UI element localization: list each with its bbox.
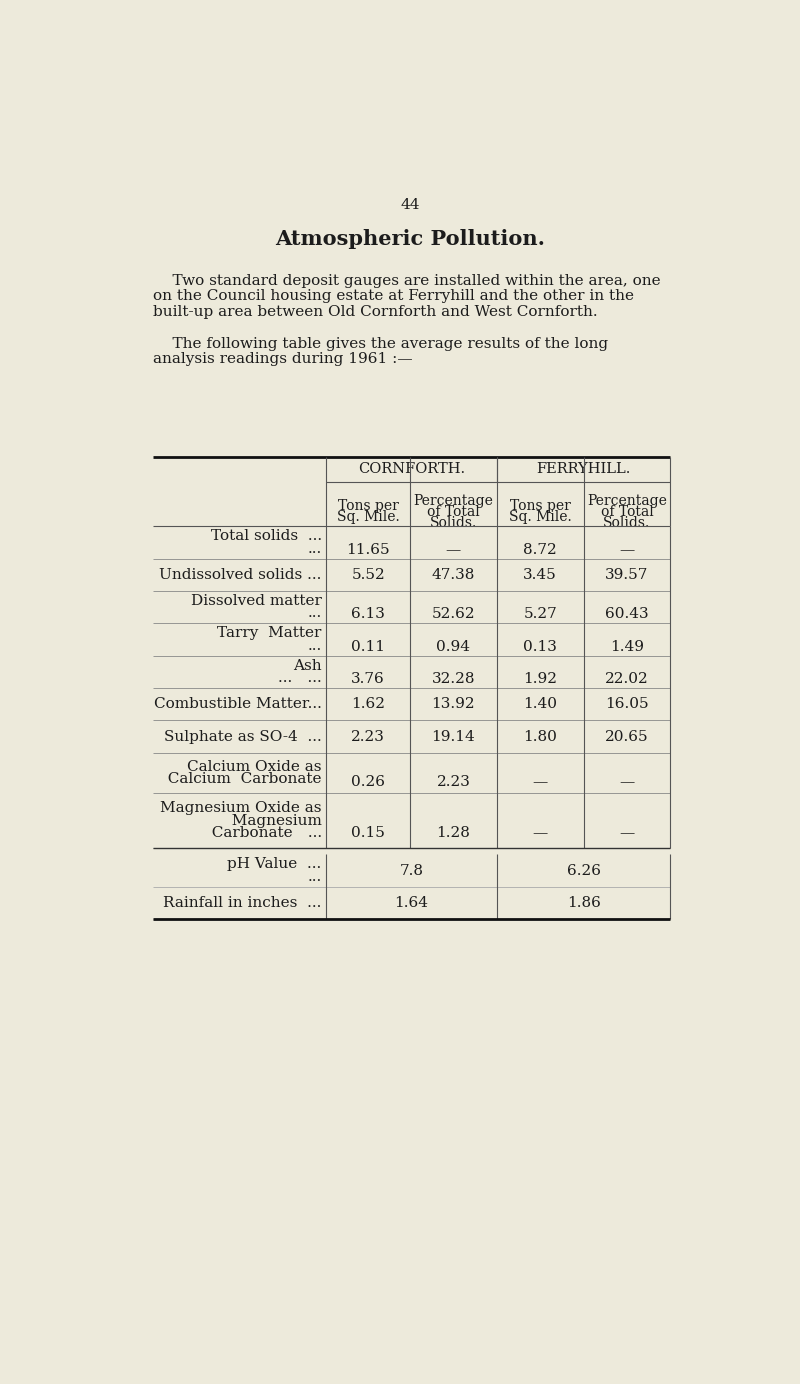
Text: Sq. Mile.: Sq. Mile.: [337, 511, 399, 525]
Text: pH Value  ...: pH Value ...: [227, 858, 322, 872]
Text: Solids.: Solids.: [603, 516, 650, 530]
Text: 13.92: 13.92: [431, 698, 475, 711]
Text: 1.80: 1.80: [523, 729, 557, 743]
Text: 0.94: 0.94: [437, 639, 470, 653]
Text: Carbonate ...: Carbonate ...: [202, 826, 322, 840]
Text: 1.86: 1.86: [566, 895, 601, 909]
Text: —: —: [619, 543, 634, 556]
Text: 60.43: 60.43: [605, 608, 649, 621]
Text: 1.40: 1.40: [523, 698, 558, 711]
Text: Calcium Oxide as: Calcium Oxide as: [187, 760, 322, 774]
Text: 19.14: 19.14: [431, 729, 475, 743]
Text: 1.62: 1.62: [351, 698, 385, 711]
Text: 1.92: 1.92: [523, 673, 558, 686]
Text: 3.45: 3.45: [523, 567, 557, 581]
Text: analysis readings during 1961 :—: analysis readings during 1961 :—: [153, 353, 412, 367]
Text: CORNFORTH.: CORNFORTH.: [358, 462, 465, 476]
Text: —: —: [446, 543, 461, 556]
Text: Combustible Matter...: Combustible Matter...: [154, 698, 322, 711]
Text: —: —: [619, 775, 634, 789]
Text: Tons per: Tons per: [338, 500, 398, 513]
Text: 32.28: 32.28: [432, 673, 475, 686]
Text: 22.02: 22.02: [605, 673, 649, 686]
Text: Total solids  ...: Total solids ...: [210, 530, 322, 544]
Text: of Total: of Total: [427, 505, 480, 519]
Text: Solids.: Solids.: [430, 516, 477, 530]
Text: 2.23: 2.23: [437, 775, 470, 789]
Text: of Total: of Total: [601, 505, 654, 519]
Text: ... ...: ... ...: [278, 671, 322, 685]
Text: 5.52: 5.52: [351, 567, 385, 581]
Text: 16.05: 16.05: [605, 698, 649, 711]
Text: 44: 44: [400, 198, 420, 212]
Text: 0.13: 0.13: [523, 639, 557, 653]
Text: built-up area between Old Cornforth and West Cornforth.: built-up area between Old Cornforth and …: [153, 304, 598, 318]
Text: The following table gives the average results of the long: The following table gives the average re…: [153, 338, 608, 352]
Text: 1.64: 1.64: [394, 895, 429, 909]
Text: Calcium  Carbonate: Calcium Carbonate: [158, 772, 322, 786]
Text: ...: ...: [307, 639, 322, 653]
Text: 6.13: 6.13: [351, 608, 385, 621]
Text: Ash: Ash: [293, 659, 322, 673]
Text: Dissolved matter: Dissolved matter: [190, 594, 322, 608]
Text: Undissolved solids ...: Undissolved solids ...: [159, 567, 322, 581]
Text: 0.26: 0.26: [351, 775, 385, 789]
Text: 0.11: 0.11: [351, 639, 385, 653]
Text: ...: ...: [307, 606, 322, 620]
Text: 5.27: 5.27: [523, 608, 557, 621]
Text: 6.26: 6.26: [566, 864, 601, 877]
Text: Sq. Mile.: Sq. Mile.: [509, 511, 571, 525]
Text: on the Council housing estate at Ferryhill and the other in the: on the Council housing estate at Ferryhi…: [153, 289, 634, 303]
Text: 8.72: 8.72: [523, 543, 557, 556]
Text: Two standard deposit gauges are installed within the area, one: Two standard deposit gauges are installe…: [153, 274, 660, 288]
Text: ...: ...: [307, 869, 322, 884]
Text: 11.65: 11.65: [346, 543, 390, 556]
Text: 2.23: 2.23: [351, 729, 385, 743]
Text: —: —: [619, 826, 634, 840]
Text: Percentage: Percentage: [587, 494, 667, 508]
Text: Magnesium: Magnesium: [222, 814, 322, 828]
Text: 0.15: 0.15: [351, 826, 385, 840]
Text: 52.62: 52.62: [431, 608, 475, 621]
Text: —: —: [533, 775, 548, 789]
Text: Rainfall in inches  ...: Rainfall in inches ...: [163, 895, 322, 909]
Text: Tons per: Tons per: [510, 500, 570, 513]
Text: Sulphate as SO-4  ...: Sulphate as SO-4 ...: [164, 729, 322, 743]
Text: 20.65: 20.65: [605, 729, 649, 743]
Text: Percentage: Percentage: [414, 494, 494, 508]
Text: ...: ...: [307, 541, 322, 556]
Text: 3.76: 3.76: [351, 673, 385, 686]
Text: 47.38: 47.38: [432, 567, 475, 581]
Text: Atmospheric Pollution.: Atmospheric Pollution.: [275, 230, 545, 249]
Text: FERRYHILL.: FERRYHILL.: [537, 462, 630, 476]
Text: —: —: [533, 826, 548, 840]
Text: 1.28: 1.28: [437, 826, 470, 840]
Text: 7.8: 7.8: [399, 864, 423, 877]
Text: 1.49: 1.49: [610, 639, 644, 653]
Text: 39.57: 39.57: [606, 567, 649, 581]
Text: Tarry  Matter: Tarry Matter: [218, 627, 322, 641]
Text: Magnesium Oxide as: Magnesium Oxide as: [160, 801, 322, 815]
